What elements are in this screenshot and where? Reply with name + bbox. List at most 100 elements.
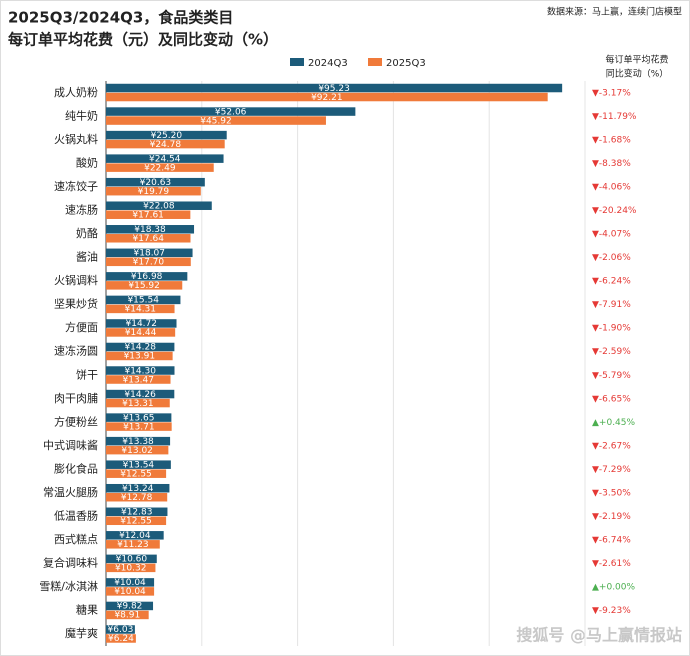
category-label: 火锅丸料 (54, 132, 98, 146)
value-label: ¥18.38 (134, 225, 166, 235)
category-label: 低温香肠 (54, 510, 98, 523)
bar (106, 610, 149, 620)
value-label: ¥12.78 (121, 493, 153, 503)
value-label: ¥10.04 (114, 578, 146, 588)
value-label: ¥17.61 (132, 210, 164, 220)
value-label: ¥95.23 (318, 84, 350, 94)
value-label: ¥22.08 (143, 201, 175, 211)
value-label: ¥14.72 (126, 319, 158, 329)
change-label: ▼-6.24% (592, 277, 631, 287)
bar (106, 83, 563, 93)
value-label: ¥22.49 (144, 163, 176, 173)
legend-label: 2024Q3 (308, 58, 348, 69)
category-label: 奶酪 (76, 226, 98, 240)
value-label: ¥14.28 (124, 343, 156, 353)
bar (106, 563, 156, 573)
change-label: ▼-2.67% (592, 441, 631, 451)
change-header: 每订单平均花费 (605, 54, 668, 66)
watermark: 搜狐号 @马上赢情报站 (516, 626, 682, 645)
value-label: ¥14.31 (125, 305, 157, 315)
value-label: ¥14.26 (124, 390, 156, 400)
bar (106, 304, 175, 314)
category-label: 速冻汤圆 (54, 344, 98, 358)
bar (106, 257, 191, 267)
chart-subtitle: 每订单平均花费（元）及同比变动（%） (8, 31, 278, 49)
value-label: ¥13.54 (123, 460, 155, 470)
value-label: ¥6.03 (108, 625, 134, 635)
category-label: 西式糕点 (54, 532, 98, 546)
bar (106, 130, 227, 140)
category-label: 膨化食品 (54, 461, 98, 475)
category-label: 火锅调料 (54, 273, 98, 287)
bar (106, 92, 548, 102)
bar (106, 351, 173, 361)
value-label: ¥13.38 (122, 437, 154, 447)
value-label: ¥12.83 (121, 508, 153, 518)
value-label: ¥19.79 (138, 187, 170, 197)
change-label: ▼-20.24% (592, 206, 637, 216)
change-label: ▼-5.79% (592, 371, 631, 381)
change-label: ▼-2.61% (592, 559, 631, 569)
value-label: ¥10.04 (114, 587, 146, 597)
bar (106, 540, 160, 549)
bar (106, 516, 167, 526)
value-label: ¥10.32 (115, 564, 147, 574)
bar (106, 507, 168, 517)
bar (106, 422, 172, 431)
change-label: ▼-7.91% (592, 300, 631, 310)
change-label: ▼-6.65% (592, 394, 631, 404)
bar (106, 201, 212, 210)
value-label: ¥10.60 (116, 555, 148, 565)
bar (106, 177, 205, 187)
change-label: ▲+0.45% (592, 418, 636, 428)
bar (106, 225, 195, 234)
bar (106, 281, 183, 290)
value-label: ¥6.24 (108, 634, 134, 644)
value-label: ¥13.31 (122, 399, 154, 409)
category-label: 饼干 (76, 367, 98, 381)
value-label: ¥14.44 (125, 328, 157, 338)
bar (106, 436, 171, 446)
bar (106, 531, 164, 540)
change-label: ▼-2.59% (592, 347, 631, 357)
change-label: ▼-3.17% (592, 88, 631, 98)
change-header: 同比变动（%） (606, 68, 669, 80)
value-label: ¥13.47 (123, 375, 155, 385)
value-label: ¥16.98 (131, 272, 163, 282)
bar (106, 328, 176, 337)
value-label: ¥13.65 (123, 413, 155, 423)
category-label: 雪糕/冰淇淋 (39, 579, 98, 593)
value-label: ¥24.78 (150, 140, 182, 150)
category-label: 魔芋爽 (65, 626, 98, 640)
bar (106, 413, 172, 422)
bar (106, 248, 193, 258)
change-label: ▼-4.07% (592, 230, 631, 240)
value-label: ¥13.02 (121, 446, 153, 456)
value-label: ¥15.54 (127, 296, 159, 306)
bar (106, 483, 170, 493)
category-label: 复合调味料 (43, 556, 98, 570)
value-label: ¥15.92 (128, 281, 160, 291)
category-label: 酸奶 (76, 155, 98, 169)
category-label: 方便粉丝 (54, 414, 98, 428)
value-label: ¥14.30 (124, 366, 156, 376)
bar (106, 469, 167, 478)
bar (106, 587, 155, 596)
category-label: 糖果 (76, 603, 98, 617)
chart-title: 2025Q3/2024Q3，食品类类目 (8, 9, 233, 27)
bar (106, 154, 224, 163)
category-label: 肉干肉脯 (54, 392, 98, 405)
category-label: 方便面 (65, 320, 98, 334)
bar (106, 234, 191, 243)
value-label: ¥13.24 (122, 484, 154, 494)
change-label: ▼-1.90% (592, 324, 631, 334)
bar (106, 375, 171, 384)
bar (106, 445, 169, 455)
legend-swatch (290, 58, 304, 66)
category-label: 坚果炒货 (54, 297, 98, 311)
category-label: 纯牛奶 (65, 108, 98, 122)
category-label: 速冻饺子 (54, 179, 98, 193)
value-label: ¥20.63 (140, 178, 172, 188)
category-label: 速冻肠 (65, 202, 98, 216)
value-label: ¥18.07 (134, 249, 166, 259)
